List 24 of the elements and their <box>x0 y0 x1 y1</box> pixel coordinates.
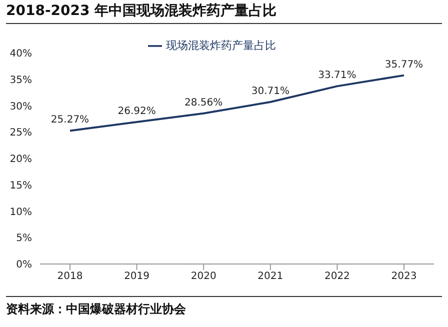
x-tick-label: 2019 <box>124 271 150 282</box>
y-tick-label: 5% <box>16 233 32 244</box>
data-label: 28.56% <box>184 97 223 108</box>
data-label: 26.92% <box>118 106 156 117</box>
y-tick-label: 40% <box>10 48 32 60</box>
y-tick-label: 25% <box>10 128 32 139</box>
x-tick-label: 2021 <box>258 271 284 282</box>
y-tick-label: 35% <box>10 74 32 86</box>
chart-title: 2018-2023 年中国现场混装炸药产量占比 <box>6 2 442 24</box>
data-label: 25.27% <box>50 114 90 126</box>
x-tick-label: 2022 <box>324 271 350 282</box>
y-tick-label: 0% <box>16 260 32 271</box>
legend-label: 现场混装炸药产量占比 <box>166 39 276 52</box>
y-tick-label: 30% <box>10 101 32 112</box>
data-label: 30.71% <box>251 86 290 98</box>
y-tick-label: 10% <box>10 206 32 218</box>
data-label: 33.71% <box>318 70 356 82</box>
y-tick-label: 15% <box>10 180 32 192</box>
data-label: 35.77% <box>384 59 424 70</box>
y-tick-label: 20% <box>10 154 32 166</box>
text: 资料来源：中国爆破器材行业协会 <box>6 302 186 316</box>
x-tick-label: 2018 <box>57 271 83 282</box>
x-tick-label: 2023 <box>391 271 417 282</box>
x-tick-label: 2020 <box>190 271 216 282</box>
